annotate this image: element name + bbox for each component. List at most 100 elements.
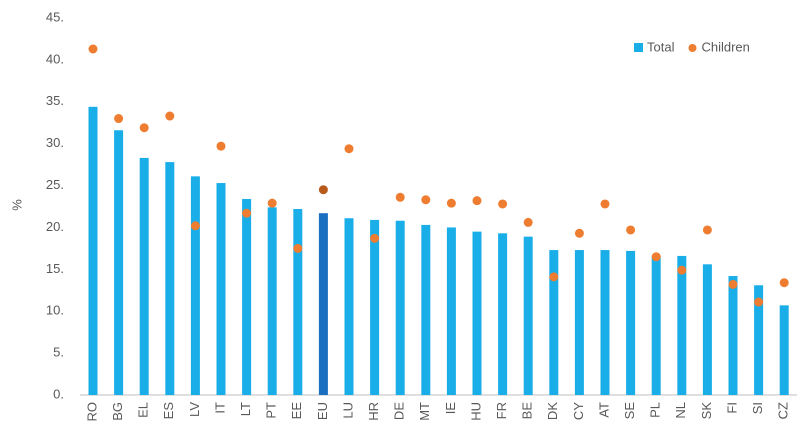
bar	[370, 219, 380, 395]
bar	[498, 233, 508, 395]
bar	[472, 231, 482, 395]
x-tick-label: EL	[136, 402, 151, 418]
x-tick-label: FR	[494, 402, 509, 419]
dot	[472, 196, 482, 206]
dot	[114, 114, 124, 124]
dot	[498, 199, 508, 209]
legend-marker	[634, 43, 643, 52]
x-tick-label: EE	[289, 402, 304, 420]
dot	[139, 123, 149, 133]
bar	[293, 209, 303, 395]
x-tick-label: CZ	[776, 402, 791, 419]
dot	[626, 225, 636, 235]
y-tick-label: 40.	[46, 51, 64, 66]
x-tick-label: BG	[110, 402, 125, 421]
x-tick-label: MT	[417, 402, 432, 421]
x-tick-label: HU	[468, 402, 483, 421]
bar	[216, 183, 226, 395]
bar	[421, 224, 431, 395]
bar	[139, 157, 149, 395]
x-tick-label: SI	[750, 402, 765, 414]
x-tick-label: IT	[212, 402, 227, 414]
bar	[242, 198, 252, 395]
x-tick-label: LU	[340, 402, 355, 419]
dot	[421, 195, 431, 205]
dot	[293, 243, 303, 253]
x-tick-label: IE	[443, 402, 458, 415]
x-tick-label: LV	[187, 402, 202, 417]
bar	[318, 213, 328, 395]
dot	[88, 44, 98, 54]
bar	[779, 305, 789, 395]
bar	[190, 176, 200, 395]
x-tick-label: BE	[520, 402, 535, 420]
x-tick-label: NL	[673, 402, 688, 419]
y-tick-label: 0.	[53, 386, 64, 401]
bar	[165, 162, 175, 395]
bar	[267, 207, 277, 395]
dot	[190, 221, 200, 231]
bar	[600, 250, 610, 395]
x-tick-label: DK	[545, 402, 560, 420]
dot	[702, 225, 712, 235]
bar	[574, 250, 584, 395]
dot	[242, 208, 252, 218]
bar	[114, 130, 124, 396]
y-tick-label: 15.	[46, 261, 64, 276]
x-tick-label: SK	[699, 402, 714, 420]
dot	[318, 185, 328, 195]
dot	[523, 217, 533, 227]
bar	[677, 255, 687, 395]
dot	[267, 198, 277, 208]
dot	[574, 228, 584, 238]
dot	[344, 144, 354, 154]
x-tick-label: FI	[724, 402, 739, 414]
dot	[600, 199, 610, 209]
dot	[651, 252, 661, 262]
y-tick-label: 20.	[46, 219, 64, 234]
dot	[216, 141, 226, 151]
bar	[702, 264, 712, 395]
dot	[728, 279, 738, 289]
y-axis-label: %	[9, 199, 24, 211]
x-tick-label: PL	[648, 402, 663, 418]
bar	[549, 250, 559, 395]
dot	[549, 272, 559, 282]
bar	[728, 276, 738, 395]
bar	[395, 220, 405, 395]
bar	[446, 227, 456, 395]
y-tick-label: 30.	[46, 135, 64, 150]
y-tick-label: 5.	[53, 345, 64, 360]
dot	[779, 278, 789, 288]
legend-label: Total	[647, 39, 675, 54]
legend-label: Children	[701, 39, 749, 54]
x-tick-label: DE	[392, 402, 407, 420]
bar	[88, 106, 98, 395]
y-tick-label: 10.	[46, 303, 64, 318]
bar	[344, 218, 354, 395]
bar	[626, 250, 636, 395]
bar	[651, 255, 661, 395]
x-tick-label: RO	[84, 402, 99, 422]
x-tick-label: SE	[622, 402, 637, 420]
legend-marker	[688, 44, 697, 52]
dot	[165, 111, 175, 121]
dot	[395, 192, 405, 202]
y-tick-label: 25.	[46, 177, 64, 192]
x-tick-label: CY	[571, 402, 586, 420]
x-tick-label: LT	[238, 402, 253, 416]
dot	[446, 198, 456, 208]
bar	[523, 236, 533, 395]
dot	[677, 265, 687, 275]
y-tick-label: 45.	[46, 9, 64, 24]
x-tick-label: HR	[366, 402, 381, 421]
dot	[370, 233, 380, 243]
x-tick-label: ES	[161, 402, 176, 420]
x-tick-label: AT	[596, 402, 611, 418]
bar	[754, 285, 764, 395]
x-tick-label: EU	[315, 402, 330, 420]
x-tick-label: PT	[264, 402, 279, 419]
dot	[754, 297, 764, 307]
y-tick-label: 35.	[46, 93, 64, 108]
